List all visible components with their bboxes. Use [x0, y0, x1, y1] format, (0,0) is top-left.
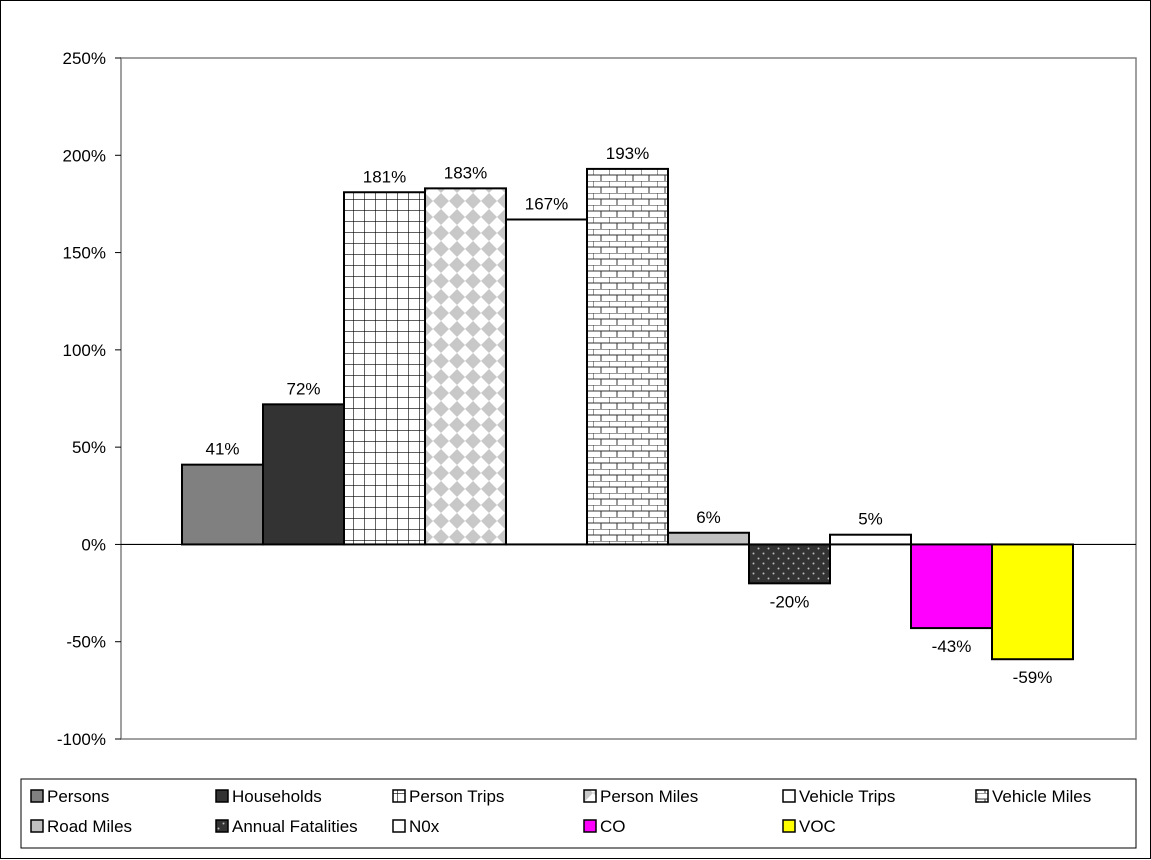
bar-person-trips: [343, 191, 426, 546]
data-label-voc: -59%: [1013, 668, 1053, 687]
y-tick-label: -100%: [57, 730, 106, 749]
legend-label-vehicle-trips: Vehicle Trips: [799, 787, 895, 806]
bar-person-miles: [424, 187, 507, 546]
bar-households: [262, 403, 345, 546]
bar-annual-fatalities: [748, 543, 831, 585]
y-tick-label: 200%: [63, 146, 106, 165]
data-label-road-miles: 6%: [696, 508, 721, 527]
legend-items: Persons Households Person Trips Person Mile…: [30, 787, 1091, 836]
bar-road-miles: [667, 531, 750, 546]
legend-label-households: Households: [232, 787, 322, 806]
legend-swatch-voc: [782, 819, 796, 833]
bar-voc: [991, 543, 1074, 661]
data-label-person-miles: 183%: [444, 163, 487, 182]
bar-vehicle-trips: [505, 218, 588, 546]
data-label-vehicle-miles: 193%: [606, 144, 649, 163]
y-tick-label: 50%: [72, 438, 106, 457]
legend-label-n0x: N0x: [409, 817, 440, 836]
legend-swatch-person-miles: [583, 789, 597, 803]
bars: [181, 167, 1074, 661]
y-tick-label: -50%: [66, 633, 106, 652]
legend-swatch-co: [583, 819, 597, 833]
legend-label-vehicle-miles: Vehicle Miles: [992, 787, 1091, 806]
data-label-co: -43%: [932, 637, 972, 656]
bar-n0x: [829, 533, 912, 546]
y-tick-label: 100%: [63, 341, 106, 360]
bar-persons: [181, 463, 264, 546]
legend-label-co: CO: [600, 817, 626, 836]
legend-swatch-road-miles: [30, 819, 44, 833]
legend-swatch-vehicle-trips: [782, 789, 796, 803]
legend-label-persons: Persons: [47, 787, 109, 806]
legend-label-person-miles: Person Miles: [600, 787, 698, 806]
data-label-person-trips: 181%: [363, 167, 406, 186]
legend-swatch-persons: [30, 789, 44, 803]
bar-vehicle-miles: [586, 167, 669, 546]
data-label-vehicle-trips: 167%: [525, 194, 568, 213]
legend-swatch-annual-fatalities: [215, 819, 229, 833]
data-label-persons: 41%: [205, 440, 239, 459]
legend-label-person-trips: Person Trips: [409, 787, 504, 806]
y-tick-label: 0%: [81, 535, 106, 554]
y-tick-label: 150%: [63, 244, 106, 263]
y-axis: -100% -50% 0% 50% 100% 150% 200% 250%: [57, 49, 121, 749]
data-labels: 41% 72% 181% 183% 167% 193% 6% -20% 5% -43% -59%: [205, 144, 1052, 687]
legend-label-road-miles: Road Miles: [47, 817, 132, 836]
legend-swatch-n0x: [392, 819, 406, 833]
legend-swatch-person-trips: [392, 789, 406, 803]
plot-area: [120, 57, 1137, 740]
y-tick-label: 250%: [63, 49, 106, 68]
legend: [20, 778, 1137, 849]
legend-label-annual-fatalities: Annual Fatalities: [232, 817, 358, 836]
legend-swatch-households: [215, 789, 229, 803]
data-label-households: 72%: [286, 379, 320, 398]
legend-swatch-vehicle-miles: [975, 789, 989, 803]
data-label-annual-fatalities: -20%: [770, 592, 810, 611]
data-label-n0x: 5%: [858, 510, 883, 529]
legend-label-voc: VOC: [799, 817, 836, 836]
bar-co: [910, 543, 993, 630]
